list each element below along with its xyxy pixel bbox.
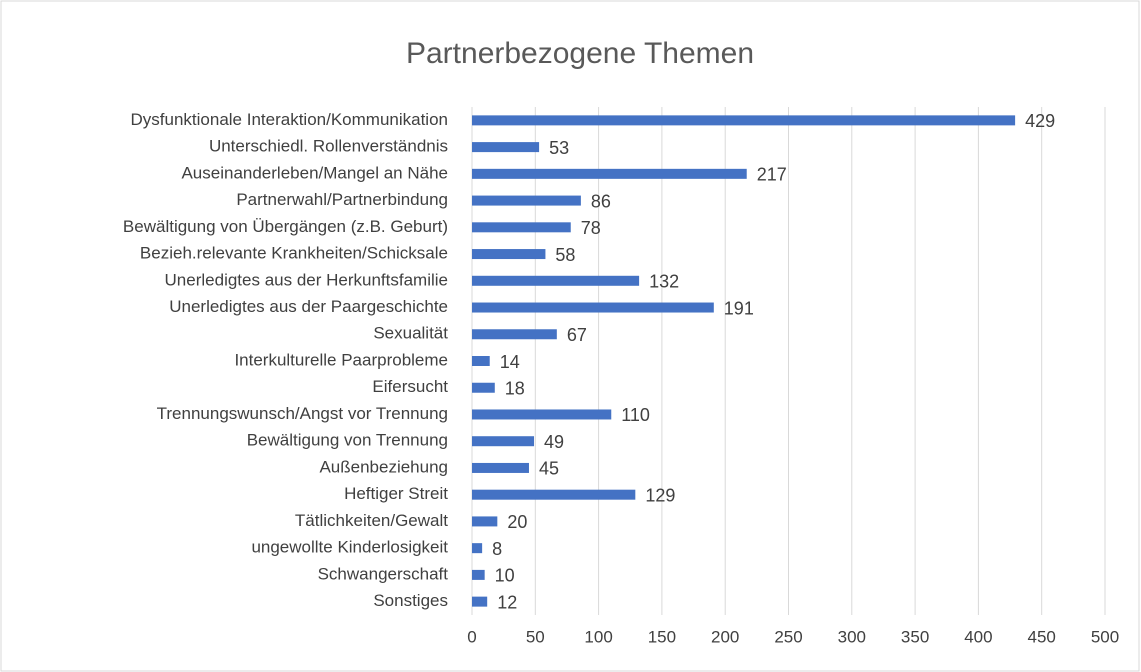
x-tick-label: 200 bbox=[711, 627, 739, 646]
x-tick-label: 400 bbox=[964, 627, 992, 646]
bar bbox=[472, 436, 535, 447]
y-tick-label: Außenbeziehung bbox=[319, 457, 448, 476]
y-tick-label: Unerledigtes aus der Herkunftsfamilie bbox=[165, 270, 448, 289]
data-label: 49 bbox=[544, 432, 564, 452]
x-tick-label: 500 bbox=[1091, 627, 1119, 646]
bar bbox=[472, 356, 490, 366]
bar bbox=[472, 195, 581, 206]
x-tick-label: 150 bbox=[648, 627, 676, 646]
x-tick-label: 300 bbox=[838, 627, 866, 646]
bar bbox=[472, 489, 636, 500]
bar bbox=[472, 115, 1016, 126]
y-tick-label: Bewältigung von Übergängen (z.B. Geburt) bbox=[123, 217, 448, 236]
bar bbox=[472, 275, 640, 286]
y-tick-label: Sonstiges bbox=[373, 591, 448, 610]
data-label: 58 bbox=[555, 245, 575, 265]
data-label: 67 bbox=[567, 325, 587, 345]
y-tick-label: Auseinanderleben/Mangel an Nähe bbox=[181, 163, 448, 182]
bar bbox=[472, 596, 488, 607]
bar bbox=[472, 516, 498, 527]
data-label: 132 bbox=[649, 272, 679, 292]
bar bbox=[472, 249, 546, 260]
x-tick-label: 50 bbox=[526, 627, 545, 646]
bar bbox=[472, 462, 529, 473]
x-tick-label: 350 bbox=[901, 627, 929, 646]
y-tick-label: Tätlichkeiten/Gewalt bbox=[295, 511, 448, 530]
y-tick-label: Eifersucht bbox=[372, 377, 448, 396]
y-tick-label: Heftiger Streit bbox=[344, 484, 448, 503]
bar bbox=[472, 168, 747, 179]
data-label: 53 bbox=[549, 138, 569, 158]
data-label: 12 bbox=[497, 592, 517, 612]
x-tick-label: 250 bbox=[774, 627, 802, 646]
data-label: 129 bbox=[645, 485, 675, 505]
bar bbox=[472, 222, 571, 233]
y-tick-label: Bewältigung von Trennung bbox=[247, 431, 448, 450]
x-tick-label: 0 bbox=[467, 627, 476, 646]
bar bbox=[472, 382, 495, 393]
y-tick-label: Partnerwahl/Partnerbindung bbox=[236, 190, 448, 209]
data-label: 86 bbox=[591, 191, 611, 211]
data-label: 8 bbox=[492, 539, 502, 559]
bar bbox=[472, 569, 485, 580]
data-label: 110 bbox=[621, 405, 650, 425]
data-label: 78 bbox=[581, 218, 601, 238]
data-label: 429 bbox=[1025, 111, 1055, 131]
y-tick-label: Trennungswunsch/Angst vor Trennung bbox=[157, 404, 448, 423]
data-label: 217 bbox=[757, 165, 787, 185]
y-tick-label: Dysfunktionale Interaktion/Kommunikation bbox=[131, 110, 449, 129]
y-tick-label: Interkulturelle Paarprobleme bbox=[234, 350, 448, 369]
y-tick-label: Sexualität bbox=[373, 324, 448, 343]
data-label: 191 bbox=[724, 298, 754, 318]
bar bbox=[472, 142, 540, 153]
x-tick-label: 100 bbox=[584, 627, 612, 646]
data-label: 14 bbox=[500, 352, 520, 372]
chart-title: Partnerbezogene Themen bbox=[406, 37, 754, 70]
bar bbox=[472, 409, 612, 420]
y-tick-label: Bezieh.relevante Krankheiten/Schicksale bbox=[140, 244, 448, 263]
bar bbox=[472, 329, 557, 340]
y-tick-label: Schwangerschaft bbox=[318, 564, 449, 583]
x-tick-label: 450 bbox=[1028, 627, 1056, 646]
data-label: 20 bbox=[507, 512, 527, 532]
y-tick-label: ungewollte Kinderlosigkeit bbox=[251, 538, 448, 557]
y-tick-label: Unterschiedl. Rollenverständnis bbox=[209, 137, 448, 156]
data-label: 10 bbox=[495, 566, 515, 586]
y-tick-label: Unerledigtes aus der Paargeschichte bbox=[169, 297, 448, 316]
data-label: 18 bbox=[505, 378, 525, 398]
bar bbox=[472, 302, 714, 313]
data-label: 45 bbox=[539, 459, 559, 479]
bar bbox=[472, 543, 483, 554]
